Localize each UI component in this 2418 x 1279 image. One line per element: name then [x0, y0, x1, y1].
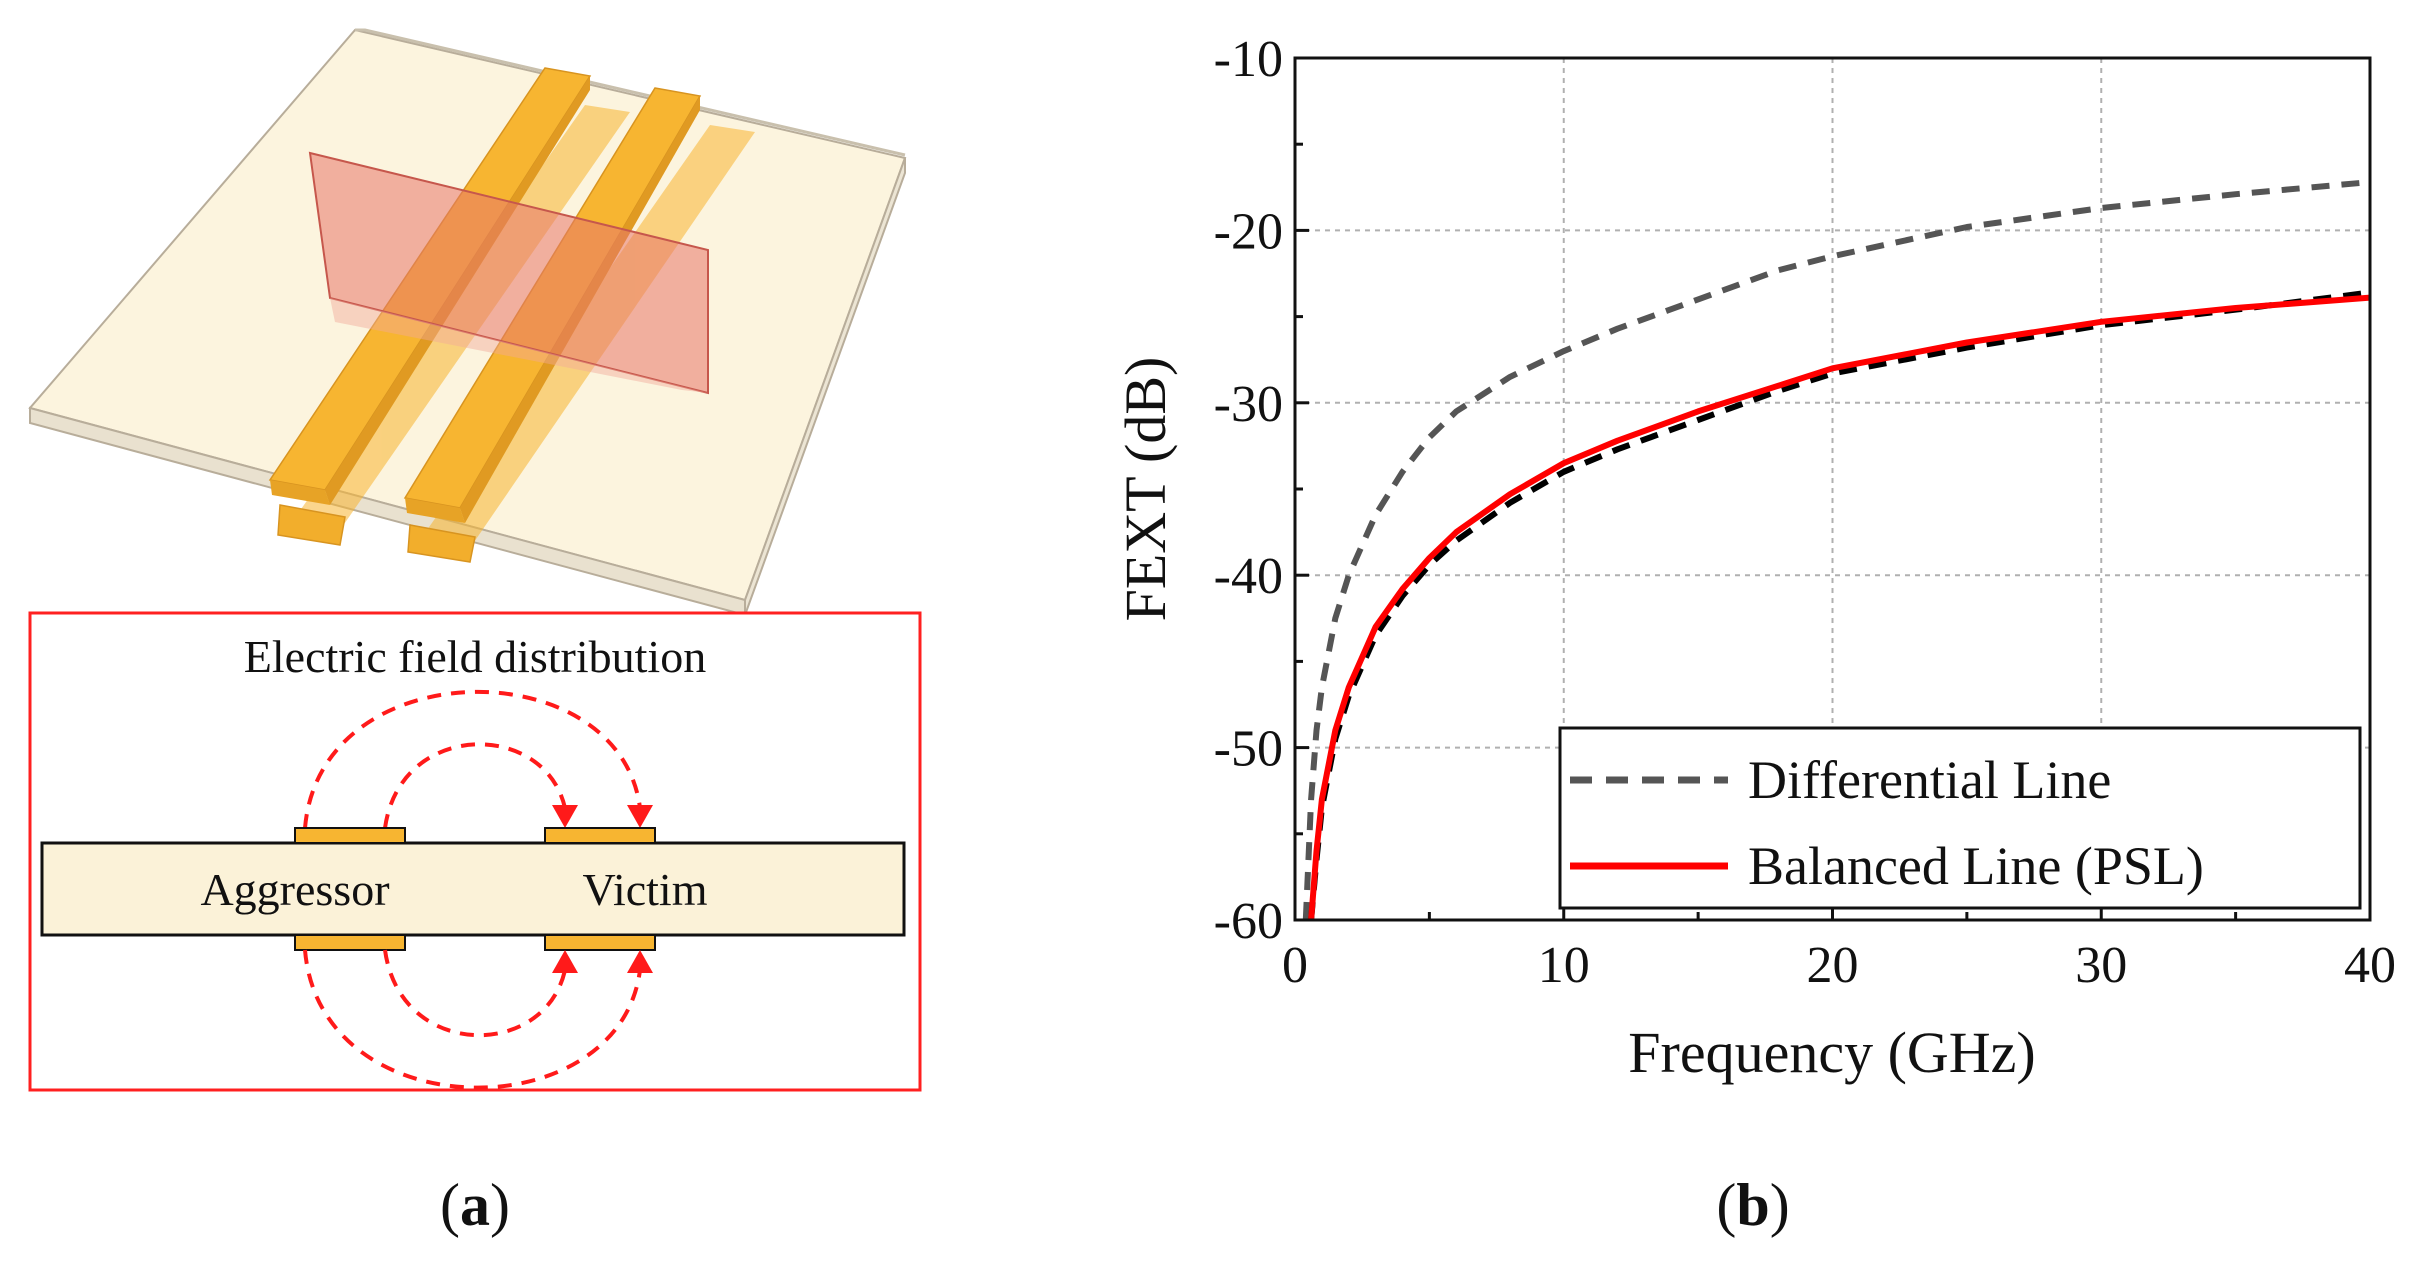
victim-label: Victim: [583, 864, 708, 915]
caption-b-open: (: [1716, 1172, 1736, 1238]
caption-b-letter: b: [1736, 1172, 1769, 1238]
bottom-trace-aggressor-end: [277, 504, 346, 546]
field-arrow-bottom-inner: [552, 950, 578, 973]
panel-b-chart: 0 10 20 30 40 -60 -50 -40 -30 -20 -10 Frequency (G…: [1113, 31, 2396, 1238]
field-line-bottom-inner: [383, 949, 567, 1038]
caption-a: (a): [440, 1172, 510, 1238]
x-axis-label: Frequency (GHz): [1628, 1020, 2035, 1085]
field-line-top-inner: [383, 742, 567, 829]
substrate-right-face: [744, 157, 906, 616]
x-tick-label-20: 20: [1807, 937, 1859, 994]
field-box-title: Electric field distribution: [244, 631, 706, 682]
aggressor-label: Aggressor: [200, 864, 389, 915]
field-distribution-box: Electric field distribution Aggressor Vi…: [28, 611, 922, 1092]
x-tick-label-10: 10: [1538, 937, 1590, 994]
y-tick-label--20: -20: [1214, 203, 1283, 260]
cross-section-plane-lower: [330, 298, 708, 393]
panel-a: Electric field distribution Aggressor Vi…: [28, 28, 922, 1238]
chart-grid: [1295, 58, 2370, 920]
y-tick-label--50: -50: [1214, 721, 1283, 778]
y-tick-label--10: -10: [1214, 31, 1283, 88]
top-trace-aggressor-front: [270, 480, 330, 505]
cross-section-plane: [308, 151, 709, 395]
victim-top-trace: [544, 827, 656, 844]
aggressor-bottom-trace: [294, 934, 406, 951]
y-tick-label--40: -40: [1214, 548, 1283, 605]
legend-label-balanced: Balanced Line (PSL): [1748, 836, 2204, 896]
field-arrow-top-inner: [552, 805, 578, 828]
field-arrow-top-outer: [627, 805, 653, 828]
y-axis-label: FEXT (dB): [1113, 357, 1178, 622]
series-line-balanced: [1308, 294, 2371, 921]
caption-a-close: ): [490, 1172, 510, 1238]
y-tick-label--30: -30: [1214, 376, 1283, 433]
caption-b: (b): [1716, 1172, 1789, 1238]
victim-bottom-trace: [544, 934, 656, 951]
substrate-cross-section: [40, 841, 906, 937]
top-trace-victim-front: [405, 498, 465, 523]
aggressor-top-trace: [294, 827, 406, 844]
caption-b-close: ): [1770, 1172, 1790, 1238]
y-tick-label--60: -60: [1214, 893, 1283, 950]
caption-a-letter: a: [460, 1172, 490, 1238]
field-lines-bottom: [303, 949, 642, 1090]
x-tick-label-30: 30: [2075, 937, 2127, 994]
caption-a-open: (: [440, 1172, 460, 1238]
chart-tick-labels: 0 10 20 30 40 -60 -50 -40 -30 -20 -10: [1214, 31, 2396, 994]
x-tick-label-0: 0: [1282, 937, 1308, 994]
bottom-trace-victim-end: [407, 524, 476, 563]
legend: Differential Line Balanced Line (PSL): [1558, 726, 2362, 910]
series-line-differential: [1302, 179, 2371, 921]
x-tick-label-40: 40: [2344, 937, 2396, 994]
chart-series: [1302, 179, 2371, 921]
chart-ticks: [1293, 56, 2372, 922]
field-arrow-bottom-outer: [627, 950, 653, 973]
cross-section-plane-upper: [308, 151, 709, 395]
legend-label-differential: Differential Line: [1748, 750, 2111, 810]
field-lines-top: [303, 690, 642, 829]
legend-box: [1558, 726, 2362, 910]
substrate-back-rim: [355, 28, 906, 157]
